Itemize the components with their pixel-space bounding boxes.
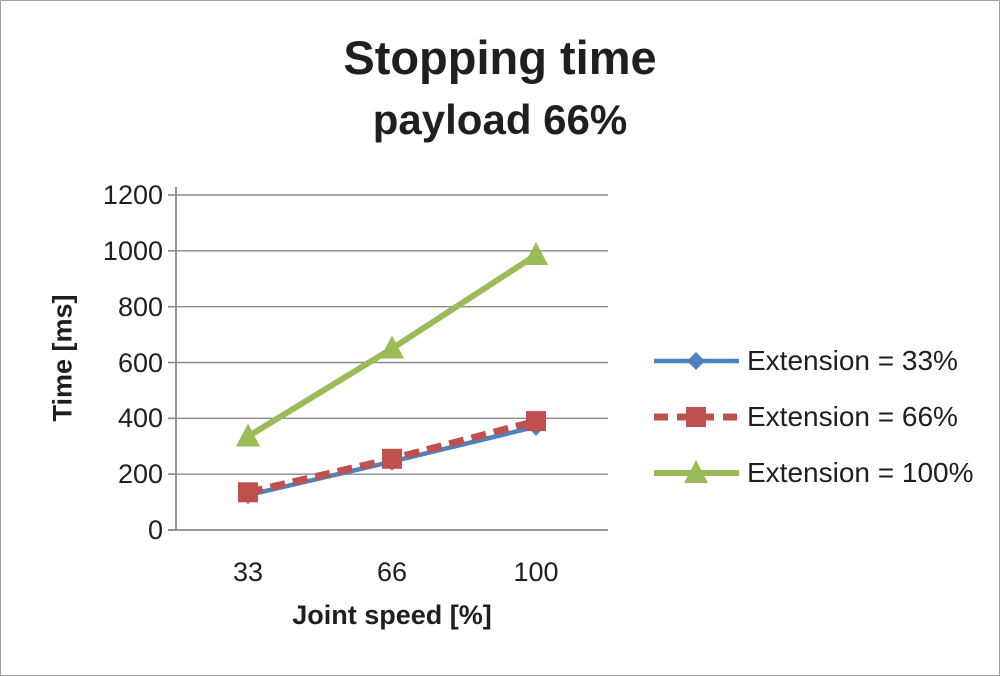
legend-label: Extension = 66% <box>747 401 958 432</box>
x-axis-title: Joint speed [%] <box>292 600 492 630</box>
series-1-marker-2 <box>526 411 546 432</box>
y-tick-label: 600 <box>117 347 163 378</box>
legend-item: Extension = 100% <box>654 445 974 501</box>
legend-label: Extension = 33% <box>747 345 958 376</box>
y-tick-label: 0 <box>147 515 163 545</box>
chart-title: Stopping time <box>343 31 657 84</box>
y-tick-label: 800 <box>117 291 163 322</box>
legend-label: Extension = 100% <box>747 457 974 488</box>
x-tick-label: 33 <box>232 557 264 587</box>
y-tick-label: 400 <box>117 403 163 434</box>
x-tick-label: 100 <box>513 557 559 587</box>
y-tick-label: 200 <box>117 459 163 490</box>
series-2-marker-1 <box>380 335 404 359</box>
y-tick-label: 1000 <box>102 235 163 266</box>
y-tick-label: 1200 <box>102 180 163 210</box>
series-1-marker-1 <box>382 448 402 469</box>
series-2-marker-0 <box>236 423 260 447</box>
legend-marker-square-icon <box>654 407 739 427</box>
series-1-marker-0 <box>238 482 258 503</box>
series-2-marker-2 <box>524 242 548 266</box>
x-tick-label: 66 <box>376 557 408 587</box>
chart-subtitle: payload 66% <box>372 96 628 143</box>
legend-marker-triangle-icon <box>654 460 739 483</box>
legend-marker-diamond-icon <box>654 352 739 370</box>
legend-item: Extension = 66% <box>654 389 974 445</box>
legend-item: Extension = 33% <box>654 333 974 389</box>
legend: Extension = 33% Extension = 66% Extension … <box>654 333 974 501</box>
